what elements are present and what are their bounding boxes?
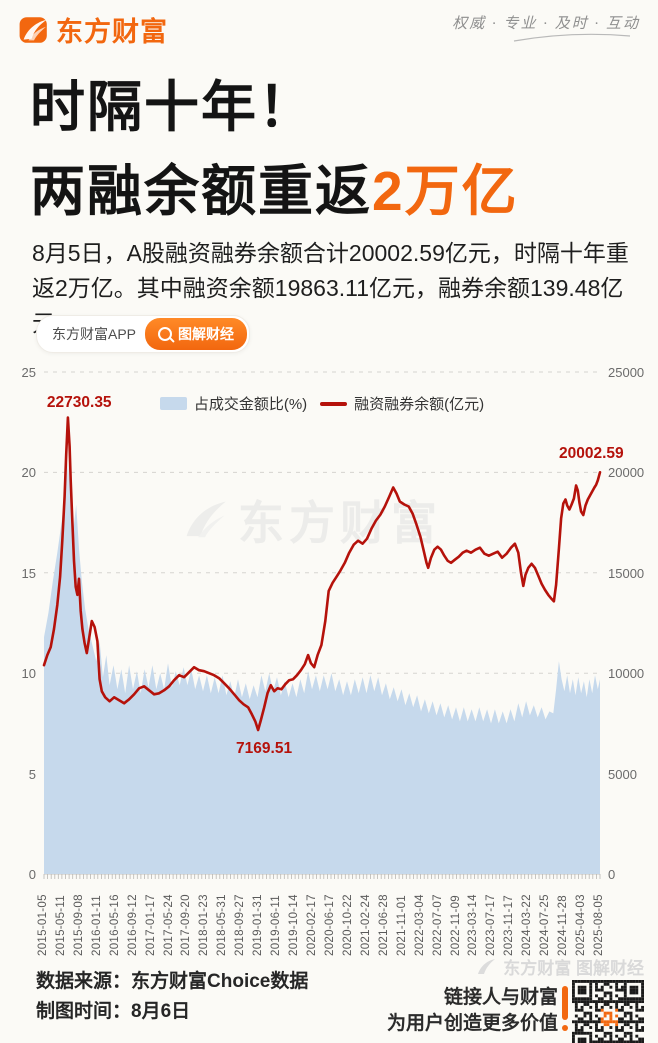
x-axis-tick-label: 2021-02-24 bbox=[359, 894, 372, 956]
title-orange-part: 2万亿 bbox=[372, 160, 519, 222]
margin-balance-line bbox=[42, 416, 602, 732]
y-axis-right-tick-label: 25000 bbox=[608, 365, 645, 380]
app-pill[interactable]: 东方财富APP 图解财经 bbox=[36, 315, 251, 353]
x-axis-tick-label: 2016-05-16 bbox=[108, 894, 121, 956]
search-pill[interactable]: 图解财经 bbox=[145, 318, 248, 350]
y-axis-right-tick-label: 20000 bbox=[608, 465, 645, 481]
slogan-underline bbox=[513, 33, 631, 42]
x-axis-tick-label: 2025-08-05 bbox=[593, 894, 605, 956]
x-axis-tick-label: 2018-09-27 bbox=[234, 894, 247, 956]
chart-time-label: 制图时间： bbox=[36, 1001, 132, 1022]
page-title-line1: 时隔十年！ bbox=[30, 76, 316, 138]
data-source-label: 数据来源： bbox=[36, 971, 132, 992]
x-axis-tick-label: 2021-11-01 bbox=[395, 895, 408, 956]
qr-code bbox=[572, 980, 644, 1043]
exclamation-mark bbox=[562, 986, 568, 1031]
x-axis-tick-label: 2017-05-24 bbox=[162, 894, 175, 956]
legend-item-balance: 融资融券余额(亿元) bbox=[320, 393, 484, 414]
x-axis-tick-label: 2023-11-17 bbox=[503, 895, 516, 956]
chart-time-line: 制图时间：8月6日 bbox=[36, 996, 190, 1023]
y-axis-left-tick-label: 25 bbox=[21, 365, 36, 380]
footer-slogan-line1: 链接人与财富 bbox=[443, 987, 558, 1008]
x-axis-tick-label: 2022-11-09 bbox=[449, 895, 462, 956]
y-axis-left-tick-label: 0 bbox=[28, 867, 36, 882]
app-pill-label: 东方财富APP bbox=[52, 326, 137, 342]
annotation-peak: 22730.35 bbox=[46, 393, 112, 411]
bottom-right-watermark: 东方财富 图解财经 bbox=[476, 954, 644, 979]
y-axis-right-tick-label: 5000 bbox=[608, 766, 637, 782]
x-axis-tick-label: 2018-05-31 bbox=[216, 894, 229, 956]
watermark-logo-icon-small bbox=[478, 958, 496, 974]
x-axis-tick-label: 2020-02-17 bbox=[306, 894, 319, 956]
search-pill-label: 图解财经 bbox=[178, 326, 235, 342]
y-axis-left-tick-label: 20 bbox=[21, 465, 36, 481]
x-axis-tick-label: 2020-06-17 bbox=[323, 894, 336, 956]
x-axis-tick-label: 2024-07-25 bbox=[539, 894, 552, 956]
y-axis-right-tick-label: 0 bbox=[608, 867, 616, 882]
eastmoney-logo-icon bbox=[19, 16, 47, 43]
x-axis-tick-label: 2019-06-11 bbox=[270, 895, 283, 956]
x-axis-tick-label: 2015-05-11 bbox=[54, 895, 67, 956]
brand: 东方财富 bbox=[18, 10, 168, 49]
pill-row: 东方财富APP 图解财经 bbox=[36, 315, 251, 353]
x-axis-tick-label: 2020-10-22 bbox=[341, 894, 354, 956]
x-axis-tick-label: 2025-04-03 bbox=[575, 894, 588, 956]
legend-line-label: 融资融券余额(亿元) bbox=[354, 396, 485, 413]
x-axis-tick-label: 2022-07-07 bbox=[431, 894, 444, 956]
y-axis-right-tick-label: 10000 bbox=[608, 666, 645, 682]
x-axis-tick-label: 2024-03-22 bbox=[521, 894, 534, 956]
legend-area-swatch bbox=[159, 397, 187, 410]
x-axis-tick-label: 2017-01-17 bbox=[144, 894, 157, 956]
y-axis-left-tick-label: 10 bbox=[21, 666, 36, 682]
x-axis-tick-label: 2019-01-31 bbox=[252, 894, 265, 956]
y-axis-right-tick-label: 15000 bbox=[608, 565, 645, 581]
title-black-part: 两融余额重返 bbox=[30, 160, 373, 222]
x-axis-tick-label: 2016-09-12 bbox=[126, 894, 139, 956]
x-axis-tick-label: 2022-03-04 bbox=[413, 894, 426, 956]
y-axis-left-tick-label: 15 bbox=[21, 565, 36, 581]
brand-name: 东方财富 bbox=[56, 17, 168, 47]
legend-line-swatch bbox=[320, 401, 348, 406]
x-axis-tick-label: 2018-01-23 bbox=[198, 894, 211, 956]
ratio-area bbox=[44, 462, 600, 874]
x-axis-tick-label: 2019-10-14 bbox=[288, 894, 301, 956]
x-axis-tick-label: 2015-01-05 bbox=[37, 894, 49, 956]
data-source-value: 东方财富Choice数据 bbox=[131, 971, 309, 992]
x-axis-tick-label: 2024-11-28 bbox=[557, 895, 570, 956]
page-title-line2: 两融余额重返2万亿 bbox=[30, 146, 519, 226]
y-axis-left-tick-label: 5 bbox=[28, 766, 36, 782]
footer-slogan-line2: 为用户创造更多价值 bbox=[386, 1013, 558, 1034]
x-axis-tick-label: 2017-09-20 bbox=[180, 894, 193, 956]
x-axis-tick-label: 2023-07-17 bbox=[485, 894, 498, 956]
watermark-logo-icon bbox=[186, 501, 226, 538]
x-axis-tick-label: 2015-09-08 bbox=[72, 894, 85, 956]
bottom-right-watermark-text: 东方财富 图解财经 bbox=[503, 959, 644, 978]
search-icon bbox=[158, 327, 173, 341]
annotation-latest: 20002.59 bbox=[559, 445, 624, 463]
chart-time-value: 8月6日 bbox=[131, 1001, 191, 1022]
chart-legend: 占成交金额比(%) 融资融券余额(亿元) bbox=[44, 393, 600, 414]
annotation-trough: 7169.51 bbox=[236, 740, 293, 758]
data-source-line: 数据来源：东方财富Choice数据 bbox=[36, 966, 308, 993]
header-slogan: 权威 · 专业 · 及时 · 互动 bbox=[452, 16, 640, 32]
x-axis-tick-label: 2016-01-11 bbox=[90, 895, 103, 956]
legend-item-ratio: 占成交金额比(%) bbox=[159, 393, 308, 414]
x-axis-tick-label: 2023-03-14 bbox=[467, 894, 480, 956]
legend-area-label: 占成交金额比(%) bbox=[193, 396, 308, 413]
x-axis-tick-label: 2021-06-28 bbox=[377, 894, 390, 956]
